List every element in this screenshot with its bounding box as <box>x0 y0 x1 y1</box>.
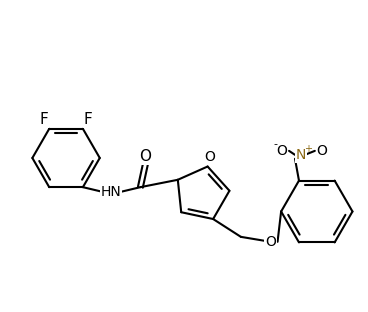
Text: +: + <box>304 144 312 154</box>
Text: HN: HN <box>100 185 121 199</box>
Text: O: O <box>265 235 276 249</box>
Text: -: - <box>273 139 277 149</box>
Text: O: O <box>139 149 151 164</box>
Text: O: O <box>204 150 215 164</box>
Text: N: N <box>296 148 306 162</box>
Text: O: O <box>316 144 327 158</box>
Text: O: O <box>277 144 287 158</box>
Text: F: F <box>39 112 48 127</box>
Text: F: F <box>84 112 93 127</box>
